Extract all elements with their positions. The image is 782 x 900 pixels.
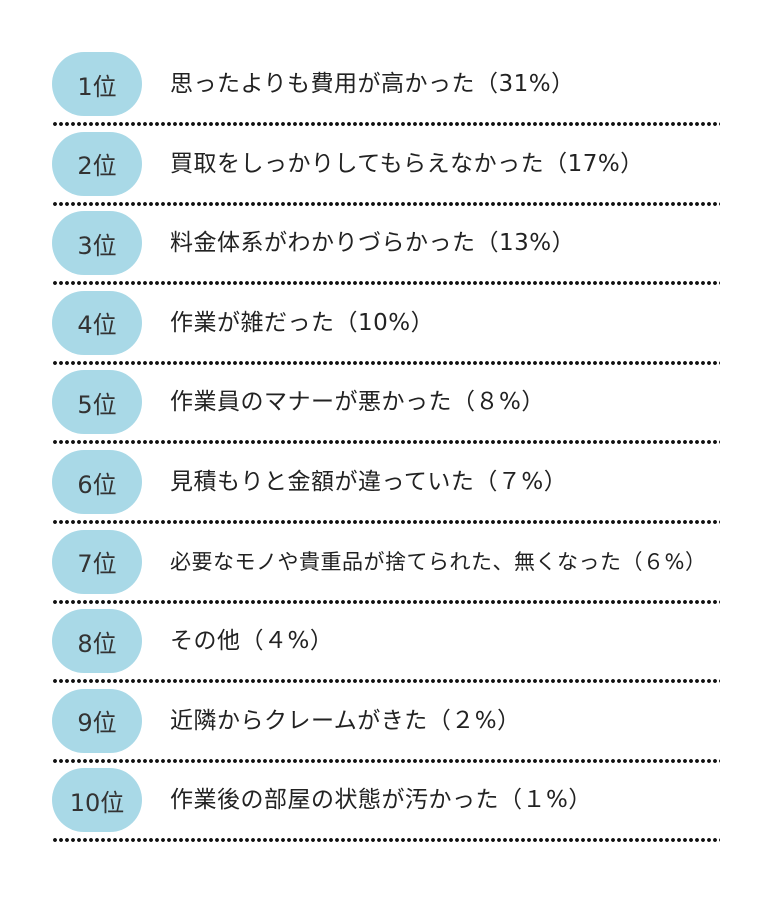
rank-badge: 7位	[52, 529, 142, 594]
rank-badge: 8位	[52, 609, 142, 674]
reason-text: 思ったよりも費用が高かった（31%）	[170, 71, 575, 97]
reason-text: 作業後の部屋の状態が汚かった（１%）	[170, 787, 592, 814]
rank-badge: 1位	[52, 52, 142, 116]
dotted-separator	[52, 838, 720, 843]
dotted-separator	[52, 201, 720, 206]
rank-badge: 2位	[52, 131, 142, 196]
ranking-row: 8位 その他（４%）	[52, 607, 720, 687]
rank-badge: 5位	[52, 370, 142, 435]
dotted-separator	[52, 599, 720, 604]
reason-text: 見積もりと金額が違っていた（７%）	[170, 469, 568, 495]
reason-text: その他（４%）	[170, 628, 334, 655]
reason-text: 必要なモノや貴重品が捨てられた、無くなった（６%）	[170, 549, 707, 574]
dotted-separator	[52, 679, 720, 684]
ranking-row: 4位 作業が雑だった（10%）	[52, 289, 720, 369]
rank-badge: 9位	[52, 688, 142, 753]
reason-text: 料金体系がわかりづらかった（13%）	[170, 230, 576, 257]
reason-text: 買取をしっかりしてもらえなかった（17%）	[170, 150, 644, 177]
rank-badge: 6位	[52, 450, 142, 514]
dotted-separator	[52, 360, 720, 365]
dotted-separator	[52, 122, 720, 126]
rank-badge: 3位	[52, 211, 142, 276]
ranking-row: 6位 見積もりと金額が違っていた（７%）	[52, 448, 720, 528]
rank-badge: 10位	[52, 768, 142, 833]
ranking-row: 3位 料金体系がわかりづらかった（13%）	[52, 209, 720, 289]
dotted-separator	[52, 758, 720, 763]
dotted-separator	[52, 520, 720, 524]
reason-text: 作業員のマナーが悪かった（８%）	[170, 389, 545, 416]
reason-text: 作業が雑だった（10%）	[170, 309, 435, 336]
ranking-row: 9位 近隣からクレームがきた（２%）	[52, 687, 720, 767]
ranking-row: 7位 必要なモノや貴重品が捨てられた、無くなった（６%）	[52, 528, 720, 608]
ranking-row: 10位 作業後の部屋の状態が汚かった（１%）	[52, 766, 720, 846]
ranking-row: 1位 思ったよりも費用が高かった（31%）	[52, 50, 720, 130]
rank-badge: 4位	[52, 290, 142, 355]
dotted-separator	[52, 440, 720, 445]
reason-text: 近隣からクレームがきた（２%）	[170, 707, 521, 734]
ranking-row: 2位 買取をしっかりしてもらえなかった（17%）	[52, 130, 720, 210]
ranking-row: 5位 作業員のマナーが悪かった（８%）	[52, 368, 720, 448]
dotted-separator	[52, 281, 720, 286]
